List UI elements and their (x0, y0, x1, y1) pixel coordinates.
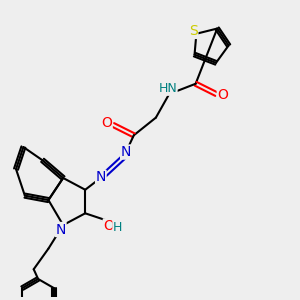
Text: S: S (189, 24, 198, 38)
Text: O: O (217, 88, 228, 102)
Text: HN: HN (158, 82, 177, 95)
Text: H: H (113, 220, 122, 234)
Text: N: N (56, 223, 66, 236)
Text: N: N (121, 145, 131, 159)
Text: N: N (96, 170, 106, 184)
Text: O: O (101, 116, 112, 130)
Text: O: O (103, 219, 114, 233)
